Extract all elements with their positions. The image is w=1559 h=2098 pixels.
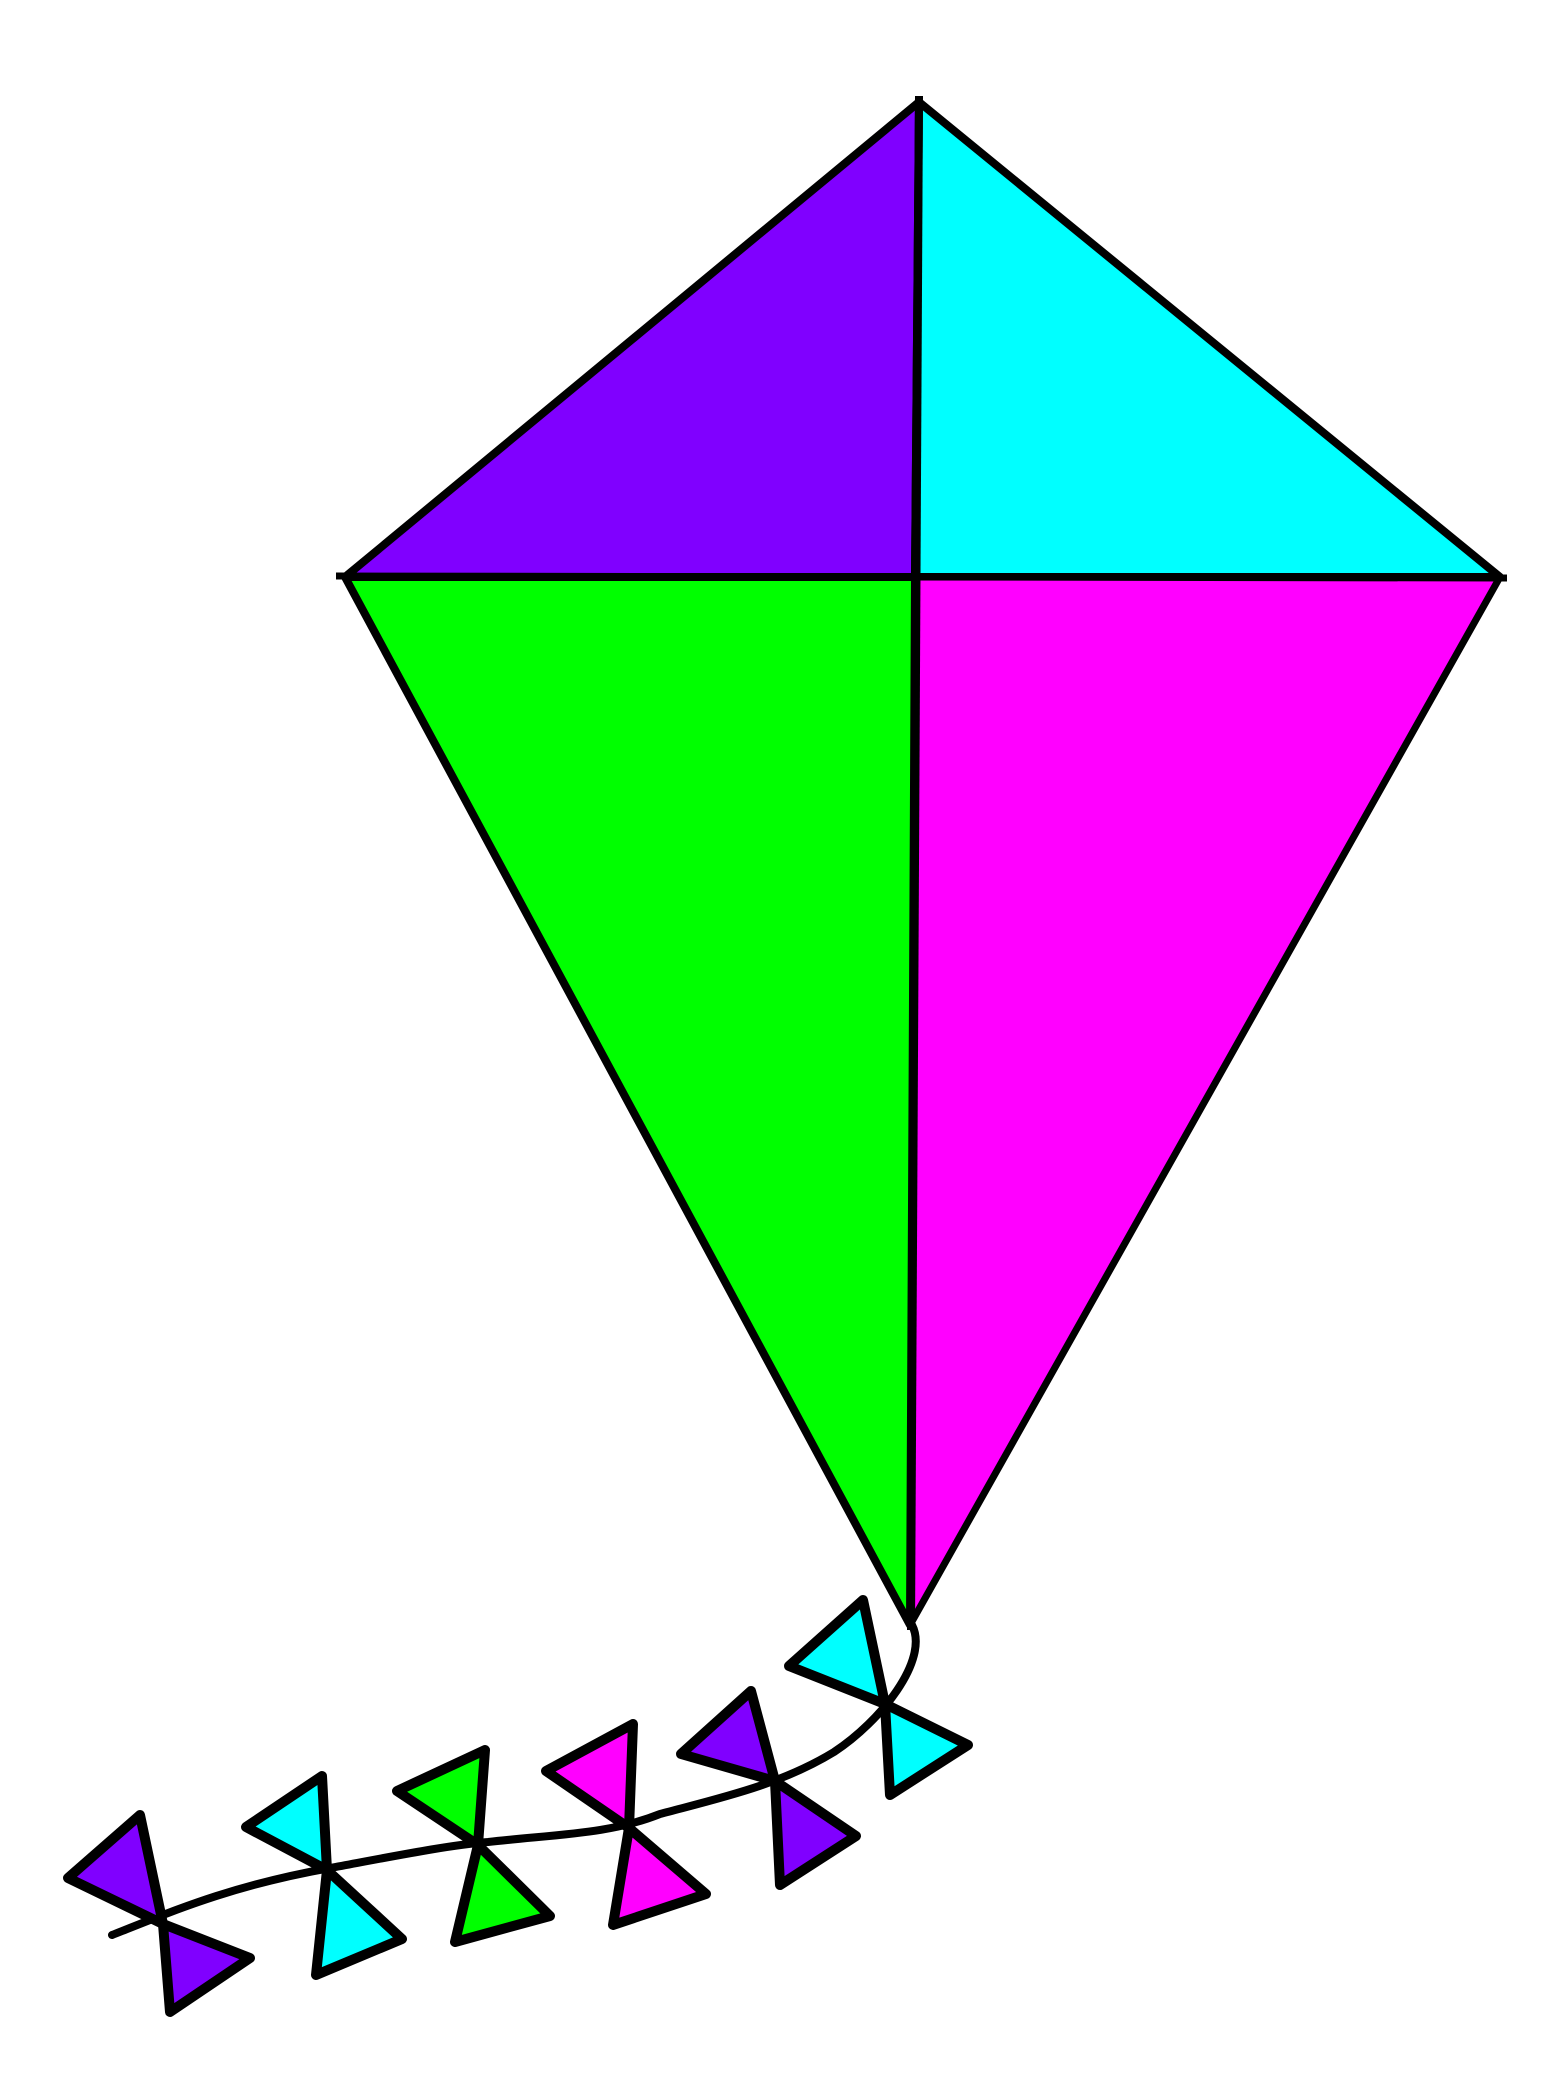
tail-bow-lower-wing: [311, 1865, 407, 1980]
kite-vertical-spar: [907, 95, 923, 1631]
tail-bow: [784, 1595, 973, 1800]
kite-cross-spar: [335, 572, 1508, 582]
tail-bow-upper-wing: [784, 1595, 890, 1709]
tail-bow-upper-wing: [63, 1810, 168, 1929]
tail-bow-lower-wing: [158, 1919, 255, 2017]
tail-string: [108, 1621, 920, 1939]
tail-bow: [541, 1719, 711, 1930]
tail-bow-lower-wing: [770, 1776, 861, 1890]
tail-bow: [241, 1771, 407, 1980]
tail-bow-lower-wing: [880, 1699, 973, 1800]
tail-bows: [63, 1595, 973, 2017]
tail-bow-lower-wing: [608, 1823, 711, 1930]
tail-bow-lower-wing: [450, 1840, 555, 1947]
tail-bow-upper-wing: [676, 1686, 780, 1786]
tail-bow: [676, 1686, 861, 1890]
tail-bow-upper-wing: [241, 1771, 332, 1875]
tail-bow-upper-wing: [541, 1719, 638, 1833]
tail-bow-upper-wing: [392, 1745, 490, 1850]
tail-bow: [392, 1745, 555, 1947]
tail-bow: [63, 1810, 255, 2017]
kite: [335, 95, 1508, 1631]
